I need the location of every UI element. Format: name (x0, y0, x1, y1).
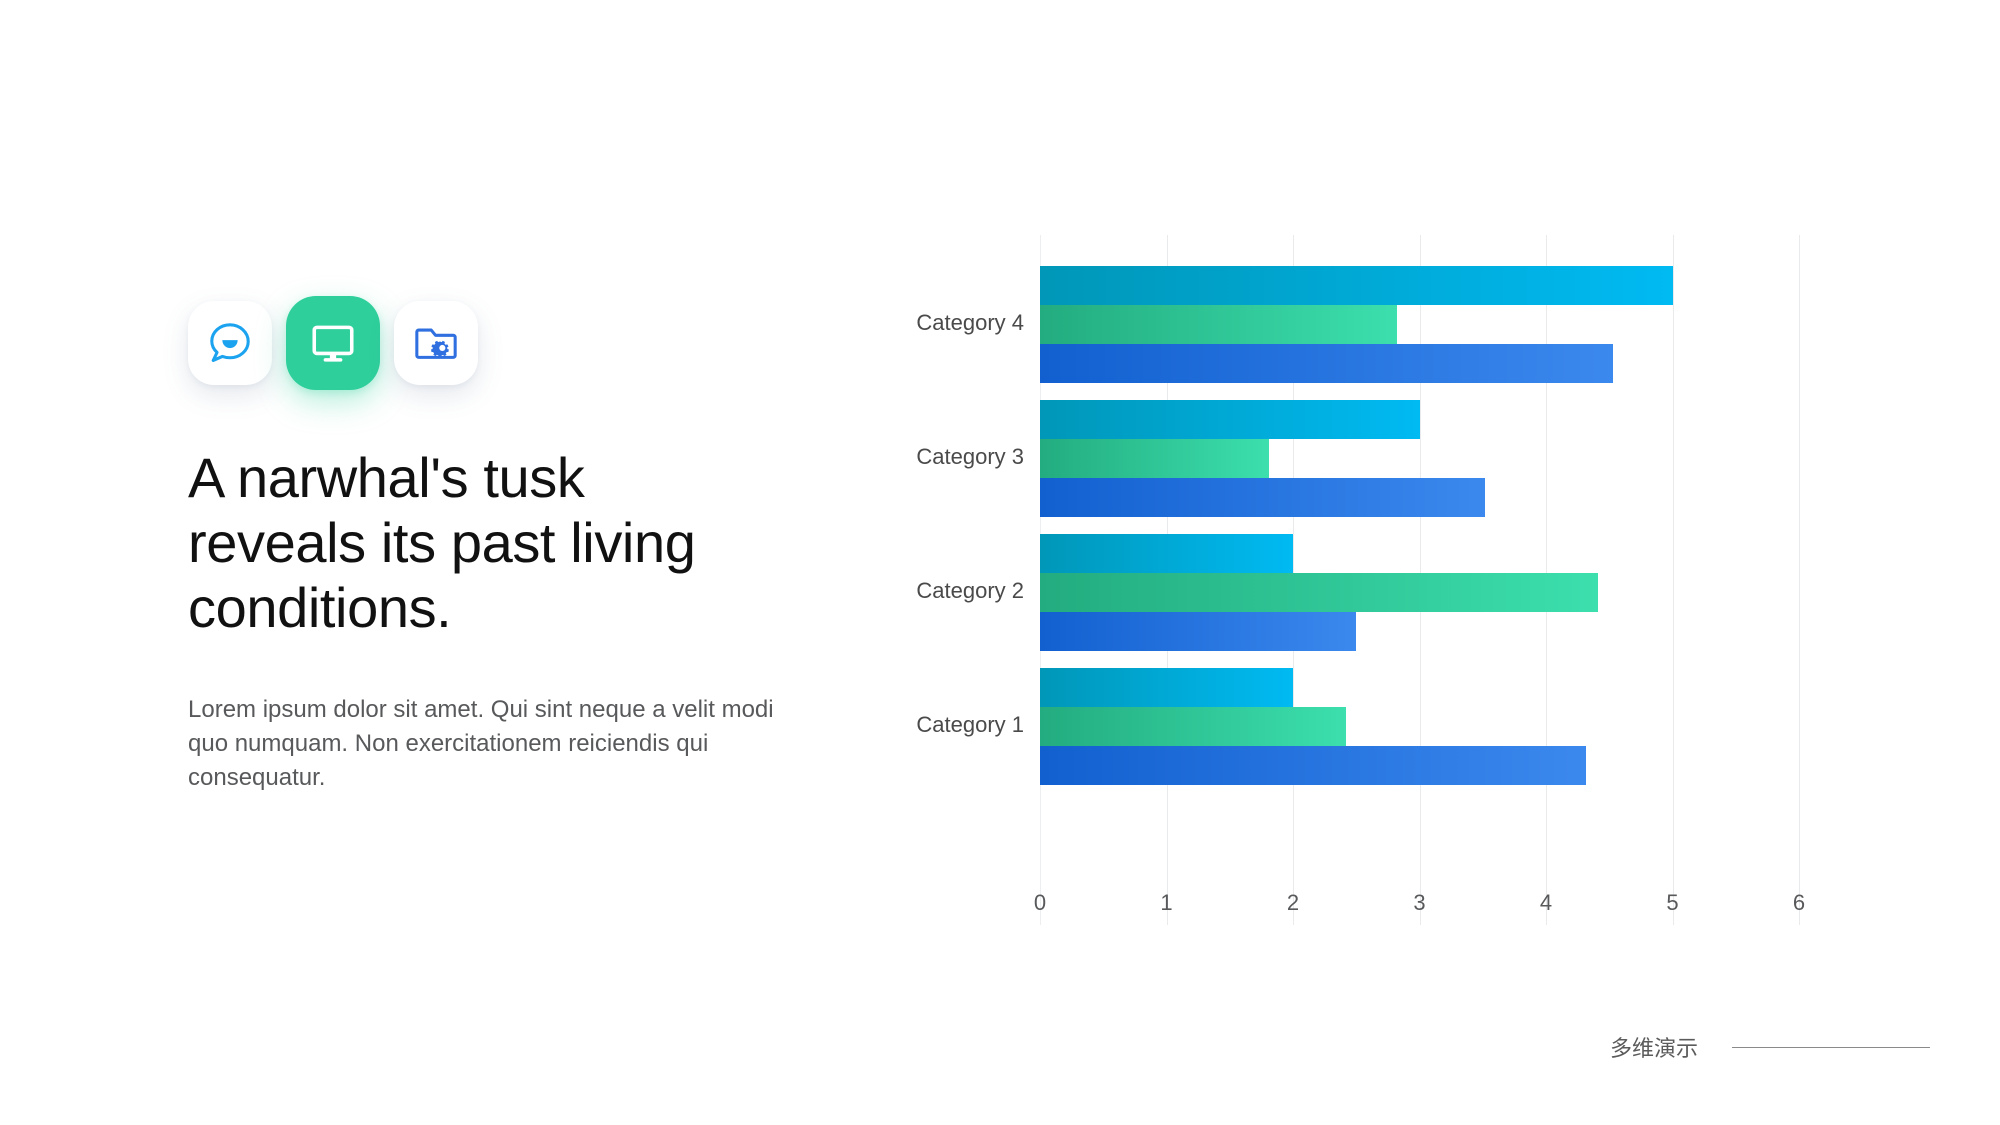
x-tick-label: 4 (1539, 890, 1553, 915)
bar-group (1040, 266, 1800, 383)
bar[interactable] (1040, 478, 1486, 517)
footer-divider (1732, 1046, 1930, 1048)
category-label: Category 2 (916, 577, 1024, 603)
x-tick-label: 2 (1286, 890, 1300, 915)
x-tick-label: 6 (1792, 890, 1806, 915)
icon-row (188, 268, 828, 418)
body-paragraph: Lorem ipsum dolor sit amet. Qui sint neq… (188, 695, 774, 792)
monitor-icon (308, 318, 358, 368)
x-tick-label: 5 (1666, 890, 1679, 915)
bar[interactable] (1040, 344, 1614, 383)
chart-x-tick-labels: 0 1 2 3 4 5 6 (1034, 190, 1805, 930)
x-tick-label: 1 (1160, 890, 1173, 915)
chart-bars-layer (1040, 190, 1800, 930)
folder-settings-icon (413, 320, 459, 366)
bar[interactable] (1040, 746, 1587, 785)
icon-card-folder-settings[interactable] (394, 301, 478, 385)
chat-bubble-icon (207, 320, 253, 366)
bar[interactable] (1040, 612, 1357, 651)
bar-group (1040, 400, 1800, 517)
footer: 多维演示 (1610, 1031, 1930, 1063)
category-label: Category 1 (916, 711, 1024, 737)
page-title: A narwhal's tusk reveals its past living… (188, 446, 696, 639)
bar-group (1040, 534, 1800, 651)
icon-card-monitor[interactable] (286, 296, 380, 390)
left-content-column: A narwhal's tusk reveals its past living… (188, 268, 828, 795)
x-tick-label: 3 (1413, 890, 1426, 915)
icon-card-chat[interactable] (188, 301, 272, 385)
gridline-5 (1672, 235, 1674, 925)
gridline-6 (1799, 235, 1800, 925)
bar-group (1040, 668, 1800, 785)
category-label: Category 3 (916, 443, 1024, 469)
footer-label: 多维演示 (1610, 1036, 1699, 1061)
bar[interactable] (1040, 707, 1347, 746)
category-label: Category 4 (916, 309, 1024, 335)
bar[interactable] (1040, 266, 1673, 305)
bar[interactable] (1040, 439, 1269, 478)
bar-chart: Category 1 Category 2 Category 3 Category 4… (880, 150, 1900, 950)
bar[interactable] (1040, 534, 1293, 573)
bar[interactable] (1040, 668, 1293, 707)
chart-category-labels: Category 1 Category 2 Category 3 Category 4 (916, 190, 1800, 930)
x-tick-label: 0 (1033, 890, 1047, 915)
bar[interactable] (1040, 305, 1397, 344)
bar[interactable] (1040, 400, 1420, 439)
chart-plot-area: Category 1 Category 2 Category 3 Category 4… (916, 190, 1805, 930)
bar[interactable] (1040, 573, 1598, 612)
